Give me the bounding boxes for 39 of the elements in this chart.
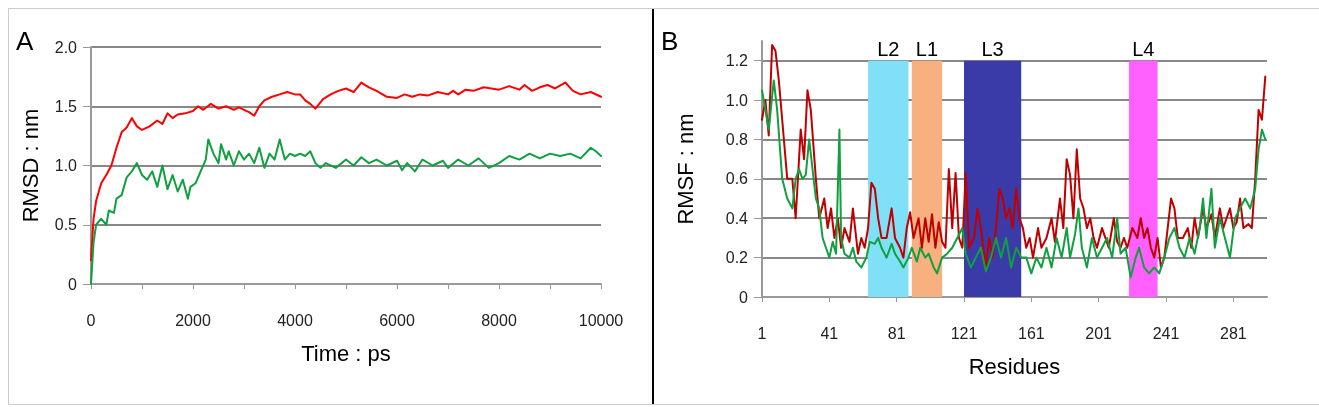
x-tick-label: 8000: [481, 311, 517, 329]
y-tick-label: 0.8: [725, 130, 749, 148]
y-tick-label: 0: [68, 275, 78, 293]
chart-title: B: [661, 26, 679, 56]
x-tick-label: 281: [1219, 324, 1247, 342]
x-tick-label: 201: [1085, 324, 1113, 342]
y-tick-label: 1.5: [54, 97, 78, 115]
band-label: L1: [915, 37, 939, 60]
y-tick-label: 1.0: [725, 91, 749, 109]
x-tick-label: 81: [887, 324, 906, 342]
x-tick-label: 1: [757, 324, 767, 342]
x-tick-label: 121: [950, 324, 978, 342]
y-axis-title: RMSD : nm: [17, 108, 43, 223]
line-series: [761, 43, 1267, 269]
x-axis-title: Time : ps: [301, 340, 391, 366]
y-axis-title: RMSF : nm: [672, 113, 698, 225]
chart-title: A: [16, 26, 34, 56]
y-tick-label: 1.2: [725, 52, 749, 70]
y-tick-label: 1.0: [54, 157, 78, 174]
band-label: L4: [1132, 37, 1155, 60]
line-series: [90, 81, 602, 262]
y-tick-label: 0.4: [725, 209, 749, 227]
x-tick-label: 161: [1017, 324, 1045, 342]
x-tick-label: 4000: [277, 311, 313, 329]
band-label: L3: [981, 37, 1004, 60]
x-tick-label: 6000: [379, 311, 415, 329]
y-tick-label: 2.0: [54, 38, 78, 56]
y-tick-label: 0: [739, 288, 749, 306]
y-tick-label: 0.6: [725, 170, 749, 188]
x-tick-label: 41: [820, 324, 839, 342]
x-tick-label: 2000: [175, 311, 211, 329]
line-series: [761, 79, 1267, 279]
y-tick-label: 0.2: [725, 249, 749, 267]
x-axis-title: Residues: [968, 353, 1061, 379]
band-label: L2: [877, 37, 900, 60]
x-tick-label: 0: [86, 311, 96, 329]
x-tick-label: 241: [1152, 324, 1180, 342]
x-tick-label: 10000: [578, 311, 624, 329]
y-tick-label: 0.5: [54, 216, 78, 234]
